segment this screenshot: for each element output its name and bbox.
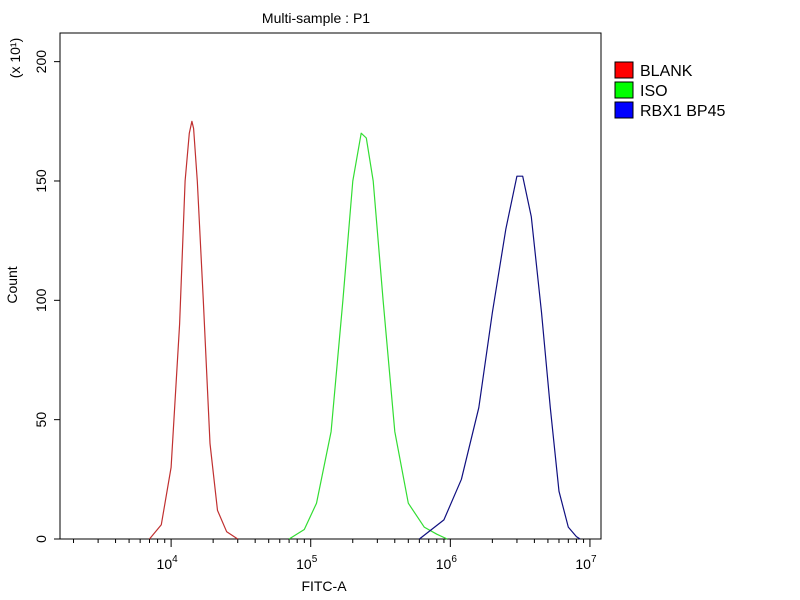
- series-line-3: [419, 175, 581, 540]
- x-axis: 104 105 106 107: [73, 539, 597, 572]
- series-line-2: [288, 132, 448, 540]
- series-line-1: [149, 120, 239, 540]
- x-tick-label: 105: [296, 554, 318, 572]
- y-tick-label: 0: [33, 535, 49, 543]
- y-tick-label: 100: [33, 288, 49, 312]
- legend-label: BLANK: [640, 63, 693, 80]
- y-axis: 0 50 100 150 200: [33, 50, 60, 543]
- y-axis-label: Count: [4, 266, 20, 303]
- x-axis-label: FITC-A: [301, 578, 347, 594]
- chart-title: Multi-sample : P1: [262, 10, 370, 26]
- y-tick-label: 150: [33, 169, 49, 193]
- legend-swatch: [614, 101, 634, 119]
- x-tick-label: 106: [436, 554, 458, 572]
- plot-frame: [59, 32, 602, 540]
- x-tick-label: 104: [157, 554, 179, 572]
- legend-swatch: [614, 81, 634, 99]
- series-layer: [149, 120, 581, 540]
- x-tick-label: 107: [575, 554, 597, 572]
- legend-label: ISO: [640, 83, 668, 100]
- y-multiplier-label: (x 10¹): [7, 38, 23, 78]
- y-tick-label: 50: [33, 412, 49, 428]
- legend: BLANK ISO RBX1 BP45: [614, 61, 725, 120]
- legend-label: RBX1 BP45: [640, 103, 725, 120]
- y-tick-label: 200: [33, 50, 49, 74]
- legend-swatch: [614, 61, 634, 79]
